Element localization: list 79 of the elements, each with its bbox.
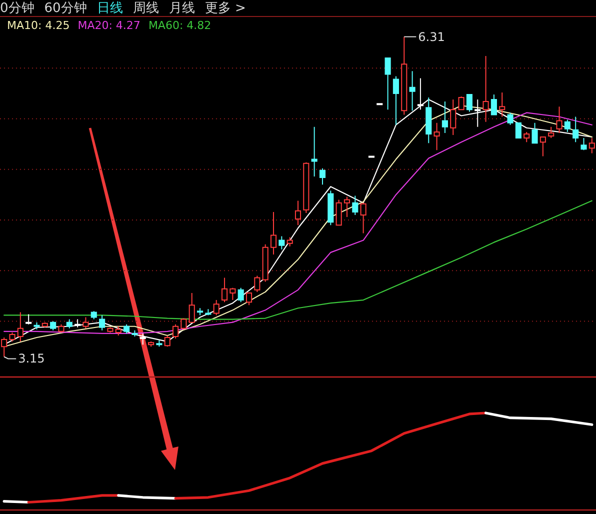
candlestick [392, 76, 400, 126]
candlestick [82, 316, 89, 329]
candlestick [490, 94, 497, 116]
candlestick [58, 324, 64, 333]
text: 月线 [168, 1, 195, 16]
text: 60分钟 [44, 1, 87, 16]
candlestick [328, 190, 334, 226]
candlestick [311, 126, 318, 177]
candlestick [458, 96, 464, 110]
candlestick [196, 308, 204, 316]
text: MA10: 4.25 [7, 19, 70, 32]
candlestick [524, 131, 530, 143]
candlestick [254, 275, 260, 292]
text: MA60: 4.82 [148, 19, 212, 32]
candlestick [580, 138, 587, 151]
candlestick [230, 287, 236, 301]
candlestick [572, 116, 579, 143]
candlestick [303, 162, 310, 214]
candlestick [50, 320, 56, 331]
candlestick [115, 326, 122, 336]
candlestick [482, 55, 489, 122]
candlestick [99, 314, 106, 331]
candlestick [515, 122, 522, 139]
candlestick [213, 300, 220, 316]
candlestick [17, 312, 24, 342]
candlestick [278, 236, 285, 250]
candlestick [238, 287, 244, 303]
text: 日线 [96, 1, 123, 16]
candlestick [442, 101, 448, 134]
candlestick [426, 97, 432, 144]
candlestick [409, 70, 416, 112]
candlestick [507, 112, 514, 126]
text: 更多 > [204, 1, 246, 16]
candlestick [124, 324, 130, 334]
candlestick [344, 196, 350, 218]
candlestick [588, 138, 595, 154]
candlestick [564, 119, 570, 132]
candlestick [74, 318, 81, 328]
candlestick [9, 332, 16, 342]
annotation: 3.15 [18, 352, 45, 366]
text: 周线 [132, 1, 159, 16]
candlestick [434, 122, 440, 151]
candlestick [188, 292, 195, 323]
candlestick [66, 318, 72, 329]
candlestick [164, 334, 170, 348]
candlestick [148, 341, 154, 348]
candlestick [336, 199, 342, 226]
candlestick [156, 340, 162, 348]
candlestick [221, 277, 228, 303]
candlestick [270, 211, 277, 255]
candlestick [532, 122, 538, 144]
candlestick [319, 168, 326, 186]
text: MA20: 4.27 [78, 19, 140, 32]
candlestick [499, 92, 506, 118]
candlestick [540, 136, 546, 157]
candlestick [548, 126, 554, 139]
candlestick [26, 314, 32, 325]
candlestick [556, 106, 562, 134]
candlestick [1, 337, 8, 358]
candlestick [34, 322, 40, 330]
candlestick [180, 318, 187, 330]
candlestick [205, 308, 212, 316]
candlestick [466, 94, 472, 112]
candlestick [132, 330, 138, 337]
candlestick [262, 244, 268, 282]
candlestick [450, 99, 456, 136]
candlestick [172, 324, 179, 340]
candlestick [294, 200, 302, 226]
annotation: 6.31 [418, 30, 445, 44]
text: 0分钟 [0, 1, 34, 16]
candlestick [352, 195, 358, 216]
candlestick [360, 202, 366, 234]
candlestick [286, 236, 293, 247]
candlestick [107, 326, 114, 333]
candlestick [90, 310, 97, 320]
candlestick [401, 36, 408, 116]
candlestick [42, 322, 48, 328]
candlestick [384, 58, 391, 110]
candlestick [246, 292, 252, 306]
